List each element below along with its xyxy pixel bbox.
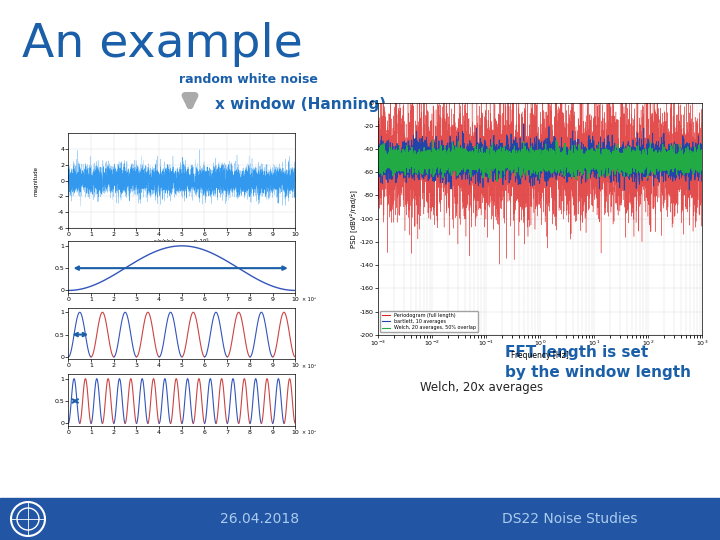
- Y-axis label: magnitude: magnitude: [34, 166, 39, 195]
- Text: random white noise: random white noise: [179, 73, 318, 86]
- Text: × 10⁵: × 10⁵: [302, 430, 316, 435]
- Legend: Periodogram (full length), bartlett, 10 averages, Welch, 20 averages, 50% overla: Periodogram (full length), bartlett, 10 …: [380, 310, 477, 332]
- X-axis label: s/c/r/c/s          × 10⁵: s/c/r/c/s × 10⁵: [155, 239, 209, 244]
- Text: FFT,: FFT,: [530, 266, 568, 284]
- Text: Modified periodogram: Modified periodogram: [420, 136, 550, 148]
- Text: Welch, 20x averages: Welch, 20x averages: [420, 381, 543, 395]
- Text: × 10⁵: × 10⁵: [302, 363, 316, 369]
- Y-axis label: PSD [dBV²/rad/s]: PSD [dBV²/rad/s]: [349, 190, 357, 248]
- Text: Averaging of FFTs: Averaging of FFTs: [530, 286, 697, 304]
- Bar: [0, 498, 720, 540]
- Text: DS22 Noise Studies: DS22 Noise Studies: [503, 512, 638, 526]
- Text: Bartlett, 10x averages: Bartlett, 10x averages: [420, 259, 553, 272]
- Text: FFT length is set
by the window length: FFT length is set by the window length: [505, 345, 691, 380]
- Text: An example: An example: [22, 22, 302, 67]
- X-axis label: Frequency [Hz]: Frequency [Hz]: [511, 351, 569, 360]
- Text: x window (Hanning): x window (Hanning): [215, 98, 386, 112]
- Text: × 10⁵: × 10⁵: [302, 297, 316, 302]
- Text: 26.04.2018: 26.04.2018: [220, 512, 300, 526]
